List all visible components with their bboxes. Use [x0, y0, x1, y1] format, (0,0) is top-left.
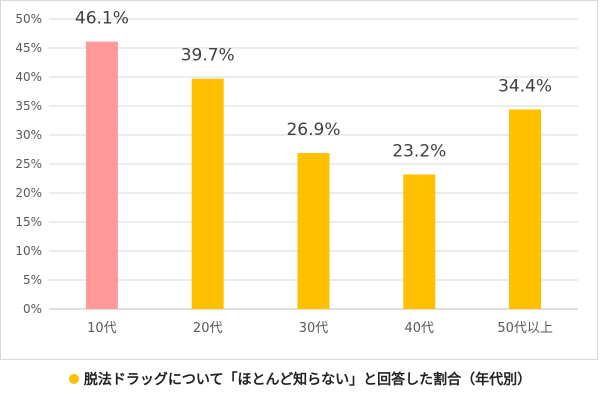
x-tick-label: 10代 [87, 321, 117, 336]
y-tick-label: 40% [15, 70, 42, 84]
y-tick-label: 10% [15, 244, 42, 258]
bar-chart: 0% 5% 10% 15% 20% 25% 30% 35% 40% 45% 50% 10代 20代 30… [15, 9, 578, 336]
x-tick-label: 40代 [405, 321, 435, 336]
data-label: 46.1% [75, 9, 129, 29]
x-tick-label: 20代 [193, 321, 223, 336]
y-tick-label: 30% [15, 128, 42, 142]
y-tick-label: 0% [23, 302, 42, 316]
data-label: 39.7% [181, 46, 235, 66]
bar [509, 109, 542, 309]
data-label: 34.4% [498, 76, 552, 96]
legend: 脱法ドラッグについて「ほとんど知らない」と回答した割合（年代別） [0, 364, 600, 394]
y-tick-label: 45% [15, 41, 42, 55]
x-tick-label: 50代以上 [497, 321, 553, 336]
y-tick-label: 25% [15, 157, 42, 171]
y-tick-label: 20% [15, 186, 42, 200]
y-axis-ticks: 0% 5% 10% 15% 20% 25% 30% 35% 40% 45% 50% [15, 12, 42, 316]
bars [85, 41, 542, 310]
y-tick-label: 15% [15, 215, 42, 229]
x-axis-ticks: 10代 20代 30代 40代 50代以上 [87, 321, 553, 336]
bar [85, 41, 118, 310]
bar [403, 174, 436, 309]
y-tick-label: 35% [15, 99, 42, 113]
y-tick-label: 50% [15, 12, 42, 26]
x-tick-label: 30代 [299, 321, 329, 336]
legend-label: 脱法ドラッグについて「ほとんど知らない」と回答した割合（年代別） [83, 372, 532, 388]
data-labels: 46.1% 39.7% 26.9% 23.2% 34.4% [75, 9, 552, 162]
bar [191, 78, 224, 310]
legend-marker-icon [68, 374, 79, 384]
bar [297, 152, 330, 309]
gridlines [49, 18, 578, 310]
data-label: 23.2% [392, 141, 446, 161]
data-label: 26.9% [286, 120, 340, 140]
y-tick-label: 5% [23, 273, 42, 287]
